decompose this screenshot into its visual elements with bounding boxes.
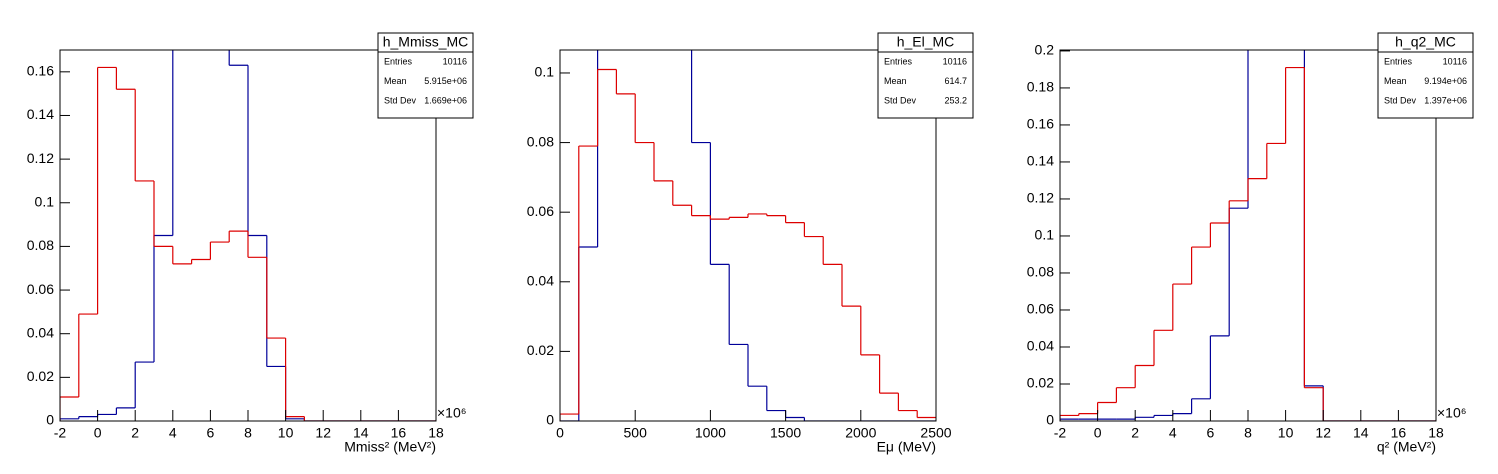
stats-label: Entries bbox=[884, 56, 913, 66]
x-multiplier: ×10⁶ bbox=[437, 405, 467, 421]
x-tick-label: 6 bbox=[1207, 425, 1215, 441]
x-tick-label: 2000 bbox=[845, 425, 876, 441]
y-tick-label: 0.06 bbox=[1027, 301, 1054, 317]
y-tick-label: 0.08 bbox=[1027, 264, 1054, 280]
y-tick-label: 0.16 bbox=[27, 63, 54, 79]
x-tick-label: -2 bbox=[54, 425, 67, 441]
y-tick-label: 0.18 bbox=[1027, 79, 1054, 95]
stats-label: Entries bbox=[384, 56, 413, 66]
x-tick-label: 0 bbox=[94, 425, 102, 441]
y-tick-label: 0.02 bbox=[27, 368, 54, 384]
stats-box bbox=[877, 32, 974, 119]
stats-value: 5.915e+06 bbox=[424, 76, 467, 86]
x-tick-label: 4 bbox=[1169, 425, 1177, 441]
y-tick-label: 0.14 bbox=[1027, 153, 1054, 169]
stats-value: 253.2 bbox=[944, 95, 967, 105]
y-tick-label: 0.08 bbox=[27, 237, 54, 253]
y-tick-label: 0.02 bbox=[1027, 375, 1054, 391]
x-tick-label: 2500 bbox=[920, 425, 951, 441]
x-tick-label: 10 bbox=[278, 425, 294, 441]
x-tick-label: 12 bbox=[315, 425, 331, 441]
x-axis-label: q² (MeV²) bbox=[1377, 439, 1436, 455]
y-tick-label: 0 bbox=[546, 412, 554, 428]
y-tick-label: 0.1 bbox=[35, 193, 55, 209]
y-tick-label: 0.14 bbox=[27, 106, 54, 122]
x-tick-label: 1500 bbox=[770, 425, 801, 441]
y-tick-label: 0.08 bbox=[527, 133, 554, 149]
x-tick-label: 4 bbox=[169, 425, 177, 441]
y-tick-label: 0.16 bbox=[1027, 116, 1054, 132]
stats-label: Mean bbox=[884, 76, 907, 86]
x-tick-label: -2 bbox=[1054, 425, 1067, 441]
stats-value: 10116 bbox=[443, 56, 467, 66]
y-tick-label: 0.02 bbox=[527, 342, 554, 358]
stats-value: 1.397e+06 bbox=[1424, 95, 1467, 105]
y-tick-label: 0.12 bbox=[1027, 190, 1054, 206]
x-tick-label: 0 bbox=[1094, 425, 1102, 441]
stats-label: Std Dev bbox=[384, 95, 417, 105]
y-tick-label: 0.12 bbox=[27, 150, 54, 166]
plot-area bbox=[560, 50, 936, 421]
x-tick-label: 18 bbox=[428, 425, 444, 441]
y-tick-label: 0.06 bbox=[27, 281, 54, 297]
y-tick-label: 0.04 bbox=[27, 324, 54, 340]
x-tick-label: 12 bbox=[1315, 425, 1331, 441]
stats-box bbox=[1377, 32, 1474, 119]
y-tick-label: 0.04 bbox=[1027, 338, 1054, 354]
x-tick-label: 500 bbox=[624, 425, 648, 441]
stats-value: 1.669e+06 bbox=[424, 95, 467, 105]
stats-value: 10116 bbox=[943, 56, 967, 66]
stats-label: Entries bbox=[1384, 56, 1413, 66]
y-tick-label: 0.04 bbox=[527, 272, 554, 288]
x-tick-label: 8 bbox=[244, 425, 252, 441]
frame bbox=[559, 49, 937, 422]
y-tick-label: 0 bbox=[46, 412, 54, 428]
y-tick-label: 0.2 bbox=[1035, 42, 1055, 58]
plot-area bbox=[60, 50, 436, 421]
x-axis-label: Mmiss² (MeV²) bbox=[344, 439, 436, 455]
stats-value: 614.7 bbox=[944, 76, 967, 86]
x-tick-label: 14 bbox=[1353, 425, 1369, 441]
stats-title: h_Mmiss_MC bbox=[383, 34, 469, 50]
x-tick-label: 1000 bbox=[695, 425, 726, 441]
stats-label: Std Dev bbox=[884, 95, 917, 105]
y-tick-label: 0.1 bbox=[1035, 227, 1055, 243]
x-tick-label: 14 bbox=[353, 425, 369, 441]
y-tick-label: 0 bbox=[1046, 412, 1054, 428]
x-tick-label: 8 bbox=[1244, 425, 1252, 441]
x-tick-label: 18 bbox=[1428, 425, 1444, 441]
stats-label: Mean bbox=[384, 76, 407, 86]
y-tick-label: 0.06 bbox=[527, 203, 554, 219]
stats-box bbox=[377, 32, 474, 119]
stats-value: 9.194e+06 bbox=[1424, 76, 1467, 86]
x-axis-label: Eμ (MeV) bbox=[877, 439, 936, 455]
y-tick-label: 0.1 bbox=[535, 64, 555, 80]
stats-label: Mean bbox=[1384, 76, 1407, 86]
x-tick-label: 2 bbox=[1131, 425, 1139, 441]
x-multiplier: ×10⁶ bbox=[1437, 405, 1467, 421]
stats-value: 10116 bbox=[1443, 56, 1467, 66]
x-tick-label: 10 bbox=[1278, 425, 1294, 441]
x-tick-label: 2 bbox=[131, 425, 139, 441]
stats-title: h_q2_MC bbox=[1395, 34, 1456, 50]
x-tick-label: 16 bbox=[1391, 425, 1407, 441]
plot-area bbox=[1060, 50, 1436, 421]
x-tick-label: 0 bbox=[556, 425, 564, 441]
stats-title: h_El_MC bbox=[897, 34, 955, 50]
stats-label: Std Dev bbox=[1384, 95, 1417, 105]
x-tick-label: 6 bbox=[207, 425, 215, 441]
x-tick-label: 16 bbox=[391, 425, 407, 441]
